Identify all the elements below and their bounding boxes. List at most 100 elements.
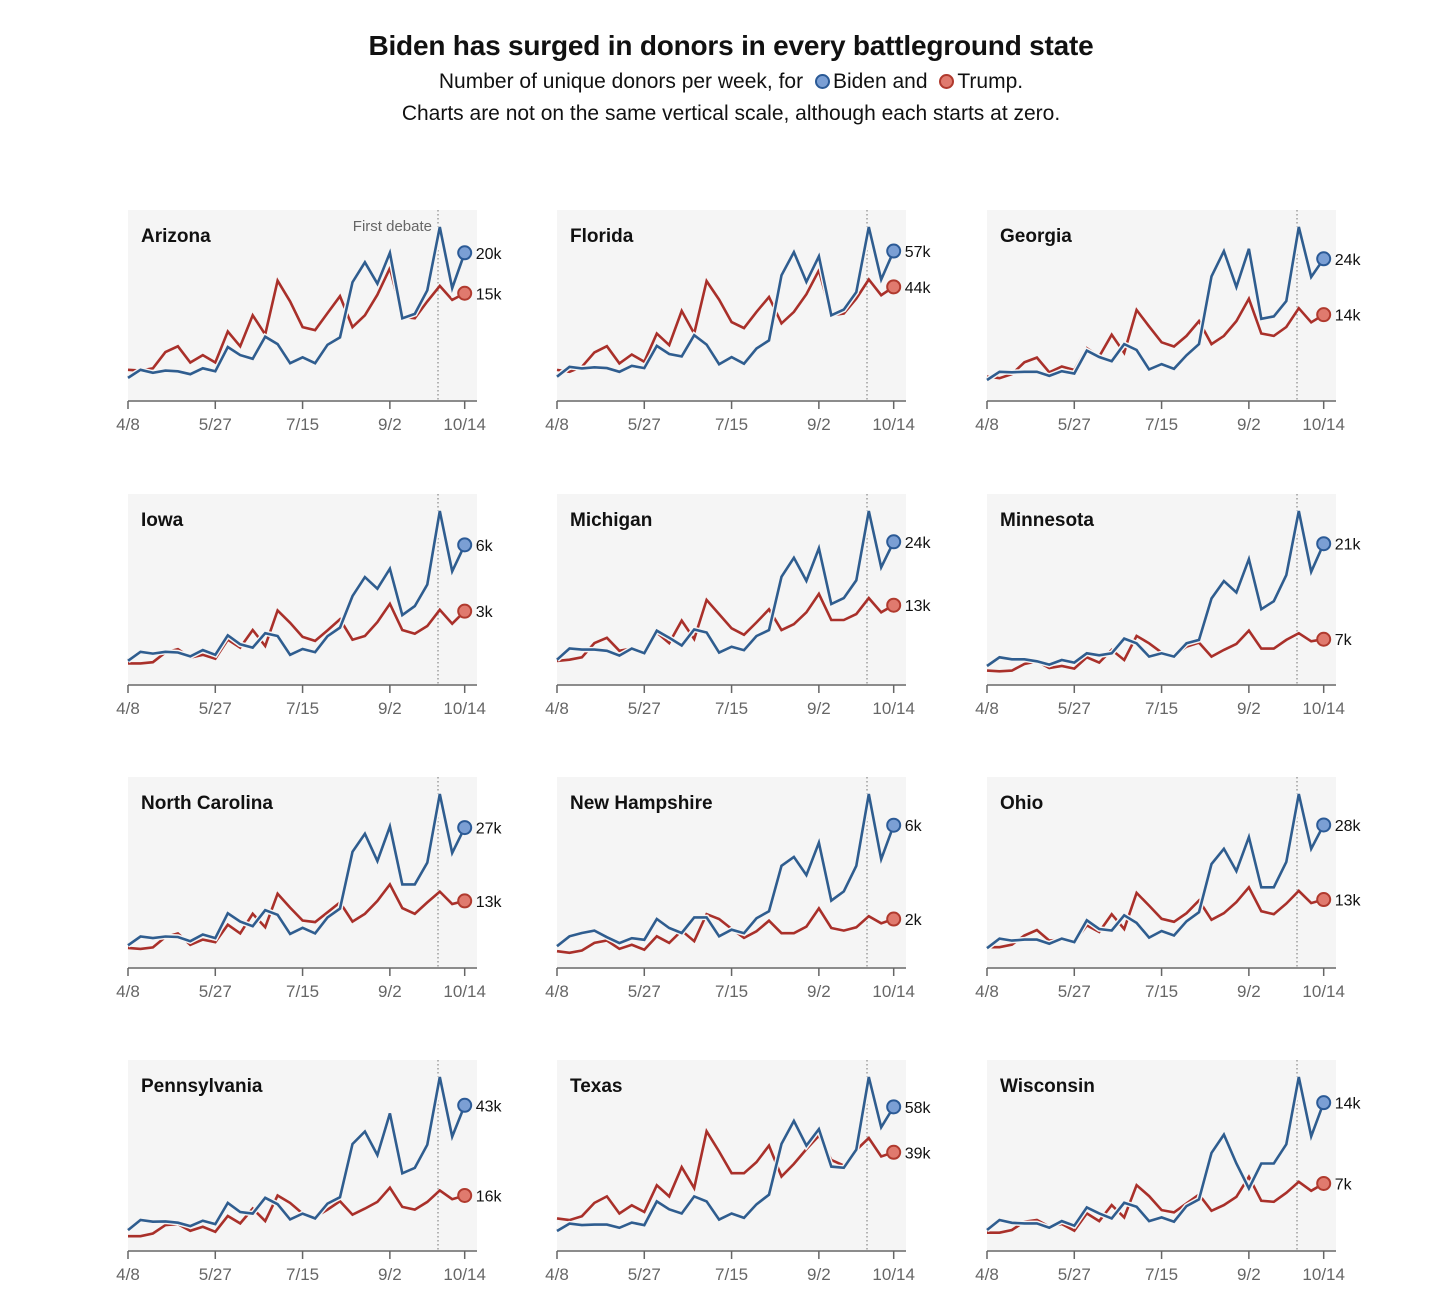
x-tick-label: 5/27 [199, 415, 232, 434]
x-tick-label: 5/27 [628, 1265, 661, 1284]
trump-end-dot [886, 911, 902, 927]
state-name: Arizona [141, 226, 211, 247]
trump-end-dot [1316, 631, 1332, 647]
trump-end-dot [886, 279, 902, 295]
x-tick-label: 5/27 [199, 982, 232, 1001]
x-tick-label: 5/27 [1058, 982, 1091, 1001]
panel-georgia: Georgia 4/8 5/27 7/15 9/2 10/14 24k 14k [975, 210, 1361, 434]
legend-biden-dot-icon [814, 74, 830, 89]
biden-end-label: 24k [1335, 252, 1362, 269]
trump-line [987, 884, 1325, 949]
panel-new-hampshire: New Hampshire 4/8 5/27 7/15 9/2 10/14 6k 2k [545, 777, 923, 1001]
x-tick-label: 10/14 [1302, 699, 1345, 718]
x-tick-label: 9/2 [1237, 415, 1261, 434]
trump-end-label: 15k [476, 286, 503, 303]
x-tick-label: 7/15 [715, 982, 748, 1001]
trump-end-label: 13k [1335, 893, 1362, 910]
x-tick-label: 10/14 [443, 982, 486, 1001]
x-tick-label: 9/2 [807, 1265, 831, 1284]
x-tick-label: 4/8 [975, 982, 999, 1001]
biden-end-dot [457, 537, 473, 553]
x-tick-label: 5/27 [628, 699, 661, 718]
x-tick-label: 10/14 [443, 699, 486, 718]
panel-michigan: Michigan 4/8 5/27 7/15 9/2 10/14 24k 13k [545, 494, 931, 718]
biden-end-label: 21k [1335, 537, 1362, 554]
trump-end-dot [457, 1187, 473, 1203]
x-tick-label: 5/27 [1058, 699, 1091, 718]
trump-end-label: 13k [476, 894, 503, 911]
x-tick-label: 7/15 [1145, 699, 1178, 718]
legend-biden-label: Biden and [832, 70, 928, 93]
biden-end-dot [457, 1097, 473, 1113]
x-tick-label: 4/8 [975, 699, 999, 718]
biden-end-label: 24k [905, 535, 932, 552]
biden-end-label: 58k [905, 1100, 932, 1117]
panel-texas: Texas 4/8 5/27 7/15 9/2 10/14 58k 39k [545, 1060, 931, 1284]
x-tick-label: 4/8 [116, 699, 140, 718]
x-tick-label: 10/14 [443, 1265, 486, 1284]
trump-line [986, 295, 1325, 380]
biden-end-label: 6k [476, 538, 494, 555]
x-tick-label: 7/15 [286, 699, 319, 718]
x-tick-label: 9/2 [807, 699, 831, 718]
trump-end-label: 16k [476, 1188, 503, 1205]
trump-line [556, 591, 895, 663]
chart-title: Biden has surged in donors in every batt… [368, 30, 1094, 61]
x-tick-label: 4/8 [545, 699, 569, 718]
trump-end-label: 7k [1335, 1176, 1353, 1193]
x-tick-label: 4/8 [116, 415, 140, 434]
biden-line [986, 226, 1325, 382]
x-tick-label: 5/27 [199, 699, 232, 718]
panel-minnesota: Minnesota 4/8 5/27 7/15 9/2 10/14 21k 7k [975, 494, 1361, 718]
trump-end-dot [457, 285, 473, 301]
chart-subtitle: Number of unique donors per week, for Bi… [0, 66, 1456, 98]
x-tick-label: 4/8 [545, 415, 569, 434]
x-tick-label: 7/15 [715, 415, 748, 434]
trump-end-label: 44k [905, 280, 932, 297]
x-tick-label: 9/2 [378, 1265, 402, 1284]
biden-line [127, 793, 466, 947]
trump-end-dot [886, 597, 902, 613]
trump-end-label: 3k [476, 604, 494, 621]
plot-background [557, 1060, 906, 1250]
x-tick-label: 9/2 [807, 982, 831, 1001]
x-tick-label: 7/15 [1145, 415, 1178, 434]
state-name: Pennsylvania [141, 1076, 263, 1097]
state-name: Iowa [141, 510, 184, 531]
trump-line [556, 906, 895, 955]
panel-wisconsin: Wisconsin 4/8 5/27 7/15 9/2 10/14 14k 7k [975, 1060, 1361, 1284]
biden-end-dot [1316, 536, 1332, 552]
x-tick-label: 9/2 [1237, 1265, 1261, 1284]
x-tick-label: 10/14 [872, 699, 915, 718]
biden-line [986, 1076, 1325, 1232]
x-tick-label: 10/14 [443, 415, 486, 434]
trump-end-dot [1316, 307, 1332, 323]
biden-end-dot [457, 820, 473, 836]
trump-end-label: 14k [1335, 308, 1362, 325]
chart-header: Biden has surged in donors in every batt… [0, 26, 1456, 130]
biden-end-label: 20k [476, 246, 503, 263]
panel-iowa: Iowa 4/8 5/27 7/15 9/2 10/14 6k 3k [116, 494, 494, 718]
trump-end-label: 7k [1335, 632, 1353, 649]
x-tick-label: 10/14 [872, 415, 915, 434]
first-debate-label: First debate [353, 218, 432, 235]
x-tick-label: 9/2 [378, 982, 402, 1001]
state-name: Minnesota [1000, 510, 1094, 531]
state-name: Texas [570, 1076, 622, 1097]
x-tick-label: 5/27 [199, 1265, 232, 1284]
x-tick-label: 7/15 [286, 415, 319, 434]
biden-line [127, 226, 466, 379]
biden-end-dot [1316, 817, 1332, 833]
biden-end-dot [886, 817, 902, 833]
panel-pennsylvania: Pennsylvania 4/8 5/27 7/15 9/2 10/14 43k 16k [116, 1060, 502, 1284]
x-tick-label: 9/2 [807, 415, 831, 434]
biden-line [127, 1076, 466, 1232]
biden-end-label: 57k [905, 244, 932, 261]
state-name: Florida [570, 226, 634, 247]
biden-end-label: 6k [905, 818, 923, 835]
biden-end-dot [886, 1099, 902, 1115]
biden-line [127, 510, 466, 662]
x-tick-label: 4/8 [116, 1265, 140, 1284]
x-tick-label: 7/15 [286, 1265, 319, 1284]
